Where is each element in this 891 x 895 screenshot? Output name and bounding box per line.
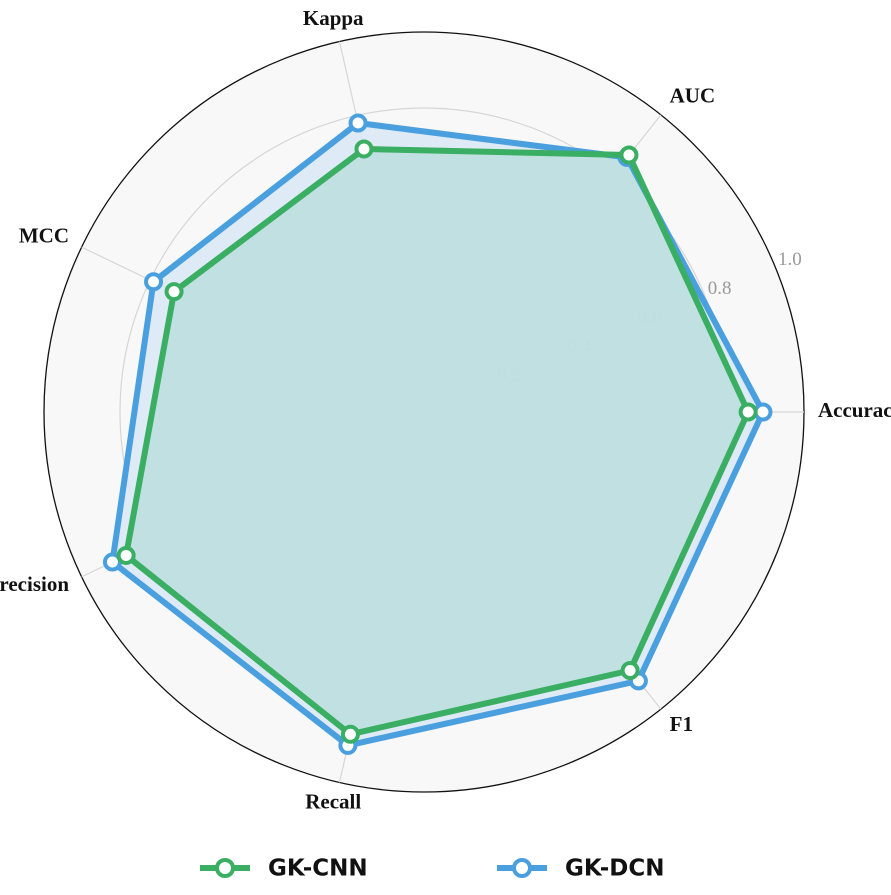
legend-marker (512, 858, 532, 878)
data-point (164, 282, 184, 302)
data-point (116, 545, 136, 565)
data-point (619, 145, 639, 165)
data-point (354, 139, 374, 159)
tick-label: 1.0 (778, 249, 802, 270)
axis-label: Recall (305, 790, 361, 814)
axis-label: AUC (670, 84, 716, 108)
tick-label: 0.8 (708, 278, 732, 299)
series-area (126, 149, 749, 735)
data-point (348, 113, 368, 133)
axis-label: Kappa (303, 6, 364, 30)
axis-label: Precision (0, 572, 69, 596)
series-line (123, 146, 752, 738)
data-point (620, 660, 640, 680)
legend-marker (215, 858, 235, 878)
axis-label: F1 (670, 712, 693, 736)
axis-label: Accuracy (818, 398, 891, 422)
legend-label: GK-DCN (565, 856, 664, 882)
data-point (738, 402, 758, 422)
data-point (753, 402, 773, 422)
data-point (144, 272, 164, 292)
data-point (340, 724, 360, 744)
legend-label: GK-CNN (268, 856, 368, 882)
axis-label: MCC (19, 223, 69, 247)
